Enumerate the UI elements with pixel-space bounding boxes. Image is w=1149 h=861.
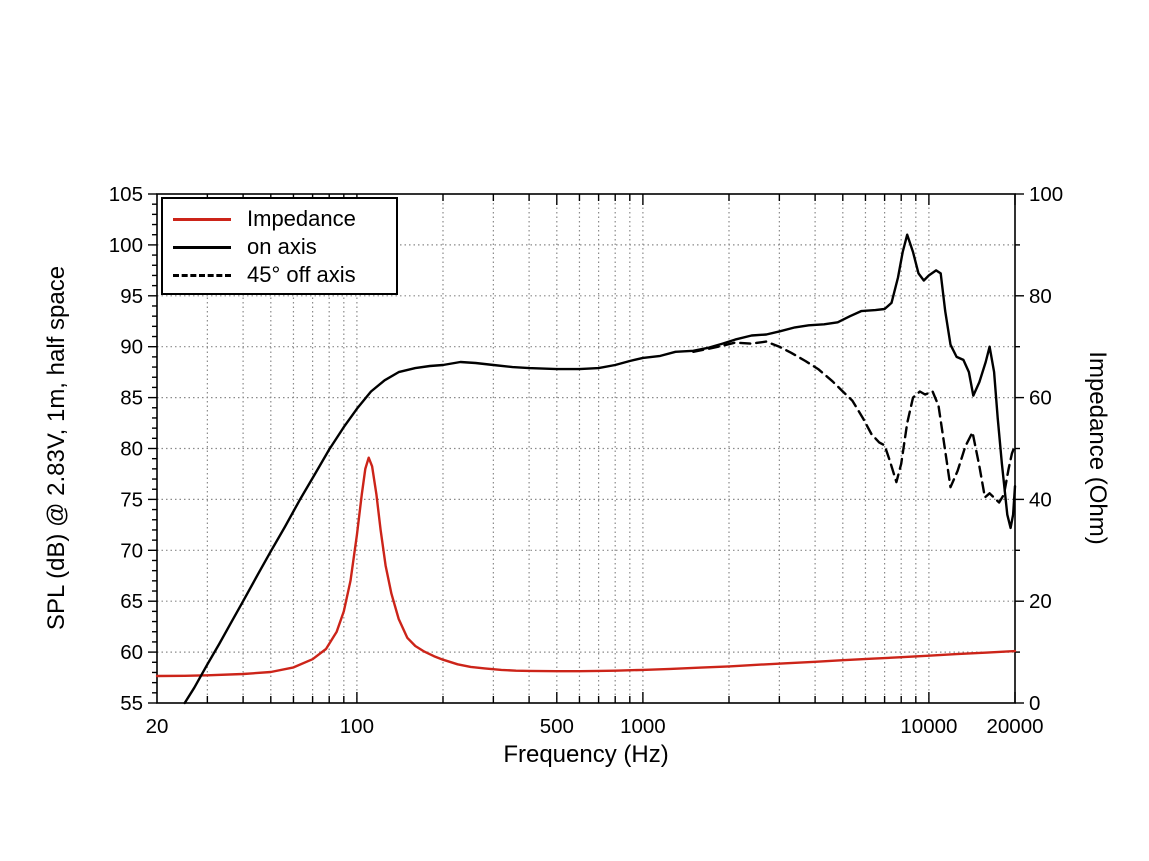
- legend: Impedance on axis 45° off axis: [161, 197, 398, 295]
- y-axis-left-title: SPL (dB) @ 2.83V, 1m, half space: [43, 265, 70, 631]
- y-left-tick-label: 105: [109, 183, 143, 206]
- x-axis-title: Frequency (Hz): [503, 741, 669, 768]
- y-left-tick-label: 65: [120, 590, 143, 613]
- series-on-axis: [183, 233, 1017, 705]
- y-right-tick-label: 0: [1029, 692, 1040, 715]
- x-tick-label: 1000: [620, 715, 666, 738]
- y-axis-right-title: Impedance (Ohm): [1084, 351, 1111, 545]
- y-left-tick-label: 70: [120, 539, 143, 562]
- legend-item-impedance: Impedance: [173, 205, 378, 233]
- y-right-tick-label: 100: [1029, 183, 1063, 206]
- y-right-tick-label: 20: [1029, 590, 1052, 613]
- y-left-tick-label: 75: [120, 488, 143, 511]
- y-left-tick-label: 100: [109, 234, 143, 257]
- x-tick-label: 20000: [986, 715, 1043, 738]
- y-right-tick-label: 40: [1029, 488, 1052, 511]
- x-tick-label: 10000: [900, 715, 957, 738]
- x-tick-label: 20: [146, 715, 169, 738]
- legend-label-on-axis: on axis: [247, 234, 317, 259]
- x-tick-label: 500: [540, 715, 574, 738]
- y-right-tick-label: 80: [1029, 285, 1052, 308]
- legend-label-45-off-axis: 45° off axis: [247, 262, 356, 287]
- legend-item-on-axis: on axis: [173, 233, 378, 261]
- on-axis-line-swatch: [173, 245, 231, 249]
- y-right-tick-label: 60: [1029, 387, 1052, 410]
- legend-label-impedance: Impedance: [247, 206, 356, 231]
- series-45-off-axis: [692, 340, 1017, 504]
- legend-item-45-off-axis: 45° off axis: [173, 261, 378, 289]
- y-left-tick-label: 55: [120, 692, 143, 715]
- off-axis-line-swatch: [173, 273, 231, 277]
- y-left-tick-label: 80: [120, 438, 143, 461]
- y-left-tick-label: 90: [120, 336, 143, 359]
- x-tick-label: 100: [340, 715, 374, 738]
- y-left-tick-label: 95: [120, 285, 143, 308]
- plot-border: [156, 193, 1016, 704]
- impedance-line-swatch: [173, 217, 231, 221]
- y-left-tick-label: 85: [120, 387, 143, 410]
- series-impedance: [155, 456, 1017, 678]
- y-left-tick-label: 60: [120, 641, 143, 664]
